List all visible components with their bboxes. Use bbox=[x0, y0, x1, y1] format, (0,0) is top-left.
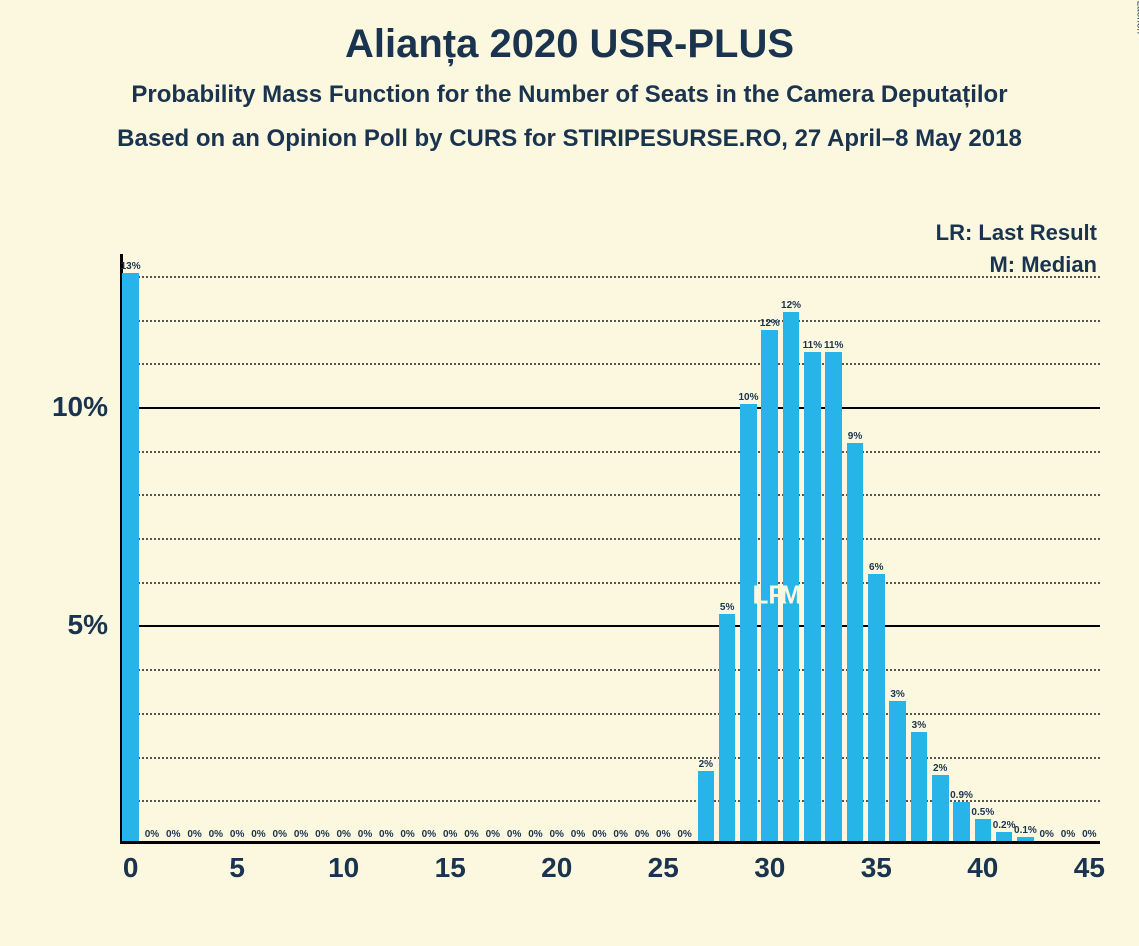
bar-label: 0% bbox=[400, 829, 414, 840]
pmf-chart: 5%10%13%0%0%0%0%0%0%0%0%0%0%0%0%0%0%0%0%… bbox=[120, 254, 1100, 844]
bar-label: 12% bbox=[760, 318, 780, 329]
bar-label: 13% bbox=[121, 261, 141, 272]
bar-label: 3% bbox=[912, 720, 926, 731]
bar: 9% bbox=[847, 443, 864, 841]
bar-label: 0% bbox=[1082, 829, 1096, 840]
bar-label: 10% bbox=[738, 392, 758, 403]
bar-label: 0% bbox=[145, 829, 159, 840]
bar-label: 0% bbox=[166, 829, 180, 840]
bar-label: 6% bbox=[869, 562, 883, 573]
bar-label: 0% bbox=[273, 829, 287, 840]
bar-label: 2% bbox=[933, 763, 947, 774]
bar-label: 0% bbox=[677, 829, 691, 840]
bar-label: 0% bbox=[464, 829, 478, 840]
bar: 12% bbox=[761, 330, 778, 841]
x-tick-label: 5 bbox=[229, 852, 245, 884]
bar-label: 0% bbox=[230, 829, 244, 840]
x-tick-label: 40 bbox=[967, 852, 998, 884]
grid-minor bbox=[123, 494, 1100, 496]
bar-label: 0.5% bbox=[971, 807, 994, 818]
x-tick-label: 0 bbox=[123, 852, 139, 884]
grid-minor bbox=[123, 582, 1100, 584]
bar: 3% bbox=[911, 732, 928, 841]
x-tick-label: 15 bbox=[435, 852, 466, 884]
grid-minor bbox=[123, 538, 1100, 540]
bar: 0.2% bbox=[996, 832, 1013, 841]
bar: 3% bbox=[889, 701, 906, 841]
bar: 0.9% bbox=[953, 802, 970, 841]
bar-label: 0% bbox=[358, 829, 372, 840]
bar-label: 3% bbox=[890, 689, 904, 700]
bar-label: 5% bbox=[720, 602, 734, 613]
bar-label: 0% bbox=[592, 829, 606, 840]
bar-label: 9% bbox=[848, 431, 862, 442]
grid-major bbox=[123, 625, 1100, 627]
y-tick-label: 10% bbox=[52, 391, 108, 423]
bar-label: 0.1% bbox=[1014, 825, 1037, 836]
bar-label: 0% bbox=[187, 829, 201, 840]
bar: 11% bbox=[825, 352, 842, 841]
bar-label: 0.9% bbox=[950, 790, 973, 801]
bar: 0.5% bbox=[975, 819, 992, 841]
bar-label: 0% bbox=[1039, 829, 1053, 840]
bar-label: 0% bbox=[528, 829, 542, 840]
page-title: Alianța 2020 USR-PLUS bbox=[0, 22, 1139, 67]
bar-label: 0% bbox=[209, 829, 223, 840]
bar-label: 2% bbox=[699, 759, 713, 770]
x-tick-label: 10 bbox=[328, 852, 359, 884]
bar-label: 0% bbox=[613, 829, 627, 840]
bar: 2% bbox=[698, 771, 715, 841]
grid-minor bbox=[123, 713, 1100, 715]
bar-label: 0% bbox=[656, 829, 670, 840]
grid-minor bbox=[123, 320, 1100, 322]
grid-minor bbox=[123, 669, 1100, 671]
bar-label: 12% bbox=[781, 300, 801, 311]
grid-minor bbox=[123, 451, 1100, 453]
bar-label: 0% bbox=[379, 829, 393, 840]
bar-label: 0% bbox=[507, 829, 521, 840]
bar-label: 11% bbox=[803, 340, 822, 351]
bar-label: 0% bbox=[294, 829, 308, 840]
bar: 2% bbox=[932, 775, 949, 841]
bar: 13% bbox=[122, 273, 139, 841]
bar: 12% bbox=[783, 312, 800, 841]
bar: 0.1% bbox=[1017, 837, 1034, 841]
grid-minor bbox=[123, 363, 1100, 365]
bar-label: 0% bbox=[422, 829, 436, 840]
x-tick-label: 35 bbox=[861, 852, 892, 884]
bar-label: 0% bbox=[571, 829, 585, 840]
bar-label: 0% bbox=[443, 829, 457, 840]
legend-lr: LR: Last Result bbox=[936, 220, 1097, 246]
x-tick-label: 20 bbox=[541, 852, 572, 884]
bar-label: 0.2% bbox=[993, 820, 1016, 831]
x-tick-label: 30 bbox=[754, 852, 785, 884]
bar-label: 0% bbox=[635, 829, 649, 840]
x-tick-label: 25 bbox=[648, 852, 679, 884]
bar-label: 0% bbox=[1061, 829, 1075, 840]
bar: 11% bbox=[804, 352, 821, 841]
bar-label: 0% bbox=[251, 829, 265, 840]
bar-label: 0% bbox=[336, 829, 350, 840]
bar-label: 0% bbox=[486, 829, 500, 840]
x-tick-label: 45 bbox=[1074, 852, 1105, 884]
bar-label: 11% bbox=[824, 340, 843, 351]
subtitle-1: Probability Mass Function for the Number… bbox=[0, 81, 1139, 109]
bar-label: 0% bbox=[315, 829, 329, 840]
x-axis bbox=[120, 841, 1100, 844]
grid-minor bbox=[123, 757, 1100, 759]
copyright: © 2020 Filip van Laenen bbox=[1135, 0, 1139, 34]
subtitle-2: Based on an Opinion Poll by CURS for STI… bbox=[0, 125, 1139, 153]
grid-minor bbox=[123, 276, 1100, 278]
bar: 5% bbox=[719, 614, 736, 841]
y-tick-label: 5% bbox=[68, 609, 108, 641]
grid-major bbox=[123, 407, 1100, 409]
bar-label: 0% bbox=[549, 829, 563, 840]
bar: 10% bbox=[740, 404, 757, 841]
bar: 6% bbox=[868, 574, 885, 841]
